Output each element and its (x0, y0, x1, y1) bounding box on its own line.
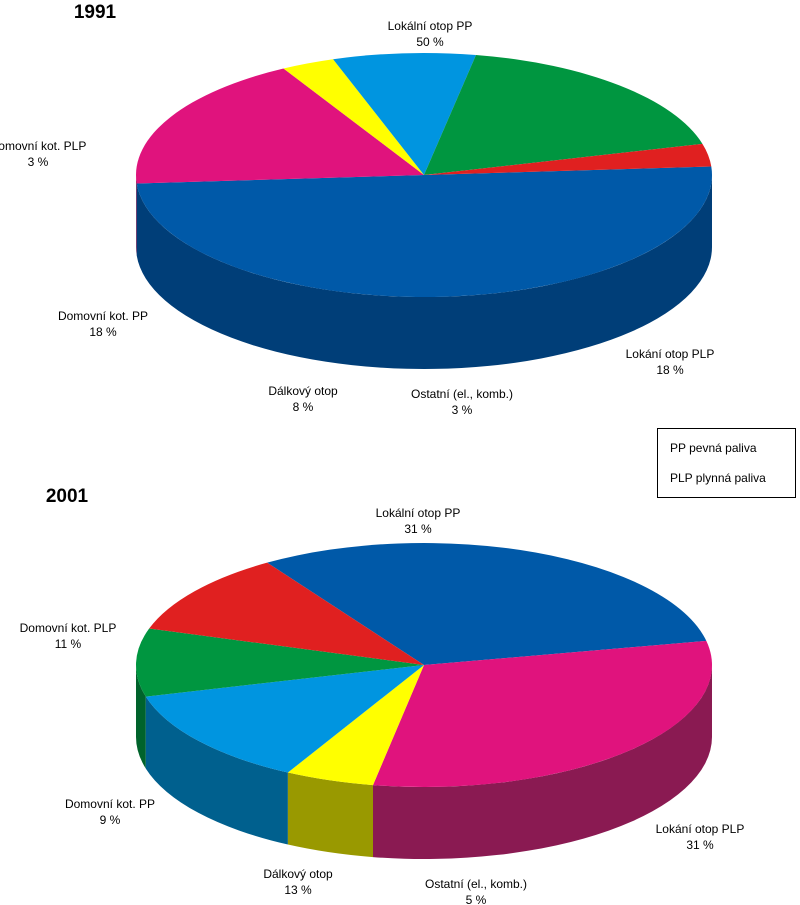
slice-value-domovni-kot-plp: 3 % (28, 155, 49, 169)
slice-value-domovni-kot-plp: 11 % (55, 637, 82, 651)
chart-title-1991: 1991 (74, 2, 117, 23)
slice-lokani-otop-plp (372, 640, 712, 787)
slice-label-lokani-otop-plp: Lokání otop PLP (626, 347, 715, 361)
slice-ostatni-el-komb (283, 59, 424, 176)
slice-label-ostatni-el-komb: Ostatní (el., komb.) (425, 877, 527, 891)
side-domovni-kot-pp (136, 665, 146, 769)
chart-title-2001: 2001 (46, 486, 89, 507)
slice-value-ostatni-el-komb: 3 % (452, 403, 473, 417)
slice-label-lokalni-otop-pp: Lokální otop PP (388, 19, 473, 33)
slice-value-lokani-otop-plp: 31 % (686, 838, 714, 852)
legend-plp: PLP plynná paliva (670, 471, 766, 485)
slice-dalkovy-otop (333, 53, 476, 175)
slice-label-domovni-kot-plp: Domovní kot. PLP (20, 621, 117, 635)
slice-value-lokalni-otop-pp: 50 % (416, 35, 444, 49)
slice-lokalni-otop-pp (267, 543, 707, 665)
slice-value-dalkovy-otop: 8 % (293, 400, 314, 414)
slice-value-dalkovy-otop: 13 % (284, 883, 312, 897)
slice-label-lokani-otop-plp: Lokání otop PLP (656, 822, 745, 836)
legend-box: PP pevná paliva PLP plynná paliva (657, 428, 796, 498)
slice-value-domovni-kot-pp: 18 % (89, 325, 117, 339)
side-lokalni-otop-pp (136, 175, 713, 370)
side-ostatni-el-komb (287, 772, 373, 858)
slice-domovni-kot-pp (136, 628, 425, 697)
slice-lokalni-otop-pp (136, 166, 713, 297)
slice-value-lokani-otop-plp: 18 % (656, 363, 684, 377)
slice-domovni-kot-pp (424, 55, 703, 175)
side-lokani-otop-plp (372, 665, 712, 859)
slice-dalkovy-otop (145, 665, 424, 773)
slice-label-dalkovy-otop: Dálkový otop (268, 384, 338, 398)
slice-label-lokalni-otop-pp: Lokální otop PP (376, 506, 461, 520)
slice-value-lokalni-otop-pp: 31 % (404, 522, 432, 536)
slice-label-domovni-kot-pp: Domovní kot. PP (58, 309, 148, 323)
slice-domovni-kot-plp (149, 562, 425, 665)
slice-domovni-kot-plp (424, 143, 712, 175)
slice-label-domovni-kot-pp: Domovní kot. PP (65, 797, 155, 811)
pie-2001: 2001 Lokální otop PP 31 % Lokání otop PLP 31… (20, 486, 745, 905)
slice-value-ostatni-el-komb: 5 % (466, 893, 487, 905)
slice-label-dalkovy-otop: Dálkový otop (263, 867, 333, 881)
side-lokani-otop-plp (136, 175, 137, 256)
legend-pp: PP pevná paliva (670, 441, 757, 455)
slice-label-domovni-kot-plp: Domovní kot. PLP (0, 139, 86, 153)
pie-1991: 1991 Lokální otop PP 50 % Lokání otop PLP 18… (0, 2, 714, 417)
slice-ostatni-el-komb (287, 665, 424, 786)
slice-label-ostatni-el-komb: Ostatní (el., komb.) (411, 387, 513, 401)
slice-lokani-otop-plp (136, 68, 424, 184)
side-dalkovy-otop (145, 696, 288, 845)
slice-value-domovni-kot-pp: 9 % (100, 813, 121, 827)
